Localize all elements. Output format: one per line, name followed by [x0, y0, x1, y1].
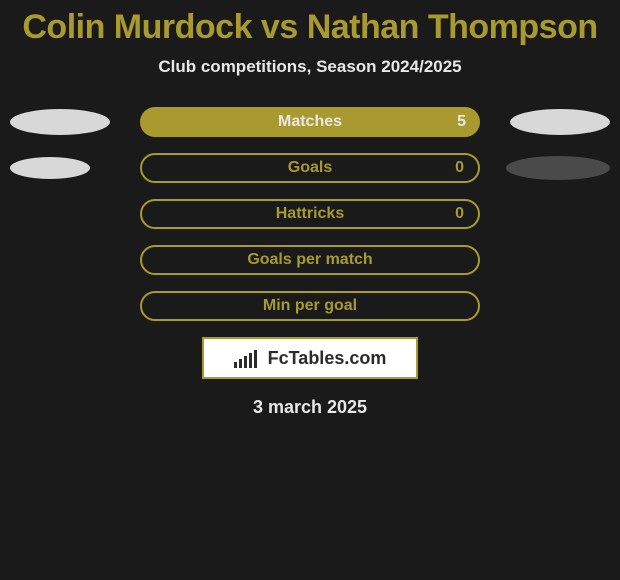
stat-bar-gpm: Goals per match	[140, 245, 480, 275]
stat-bar-goals: Goals 0	[140, 153, 480, 183]
stat-label: Hattricks	[276, 205, 344, 223]
stat-row-goals: Goals 0	[0, 153, 620, 183]
stat-row-mpg: Min per goal	[0, 291, 620, 321]
stat-row-matches: Matches 5	[0, 107, 620, 137]
ellipse-left-1	[10, 157, 90, 179]
brand-bar	[244, 356, 247, 368]
page-title: Colin Murdock vs Nathan Thompson	[0, 0, 620, 47]
ellipse-left-0	[10, 109, 110, 135]
stat-row-gpm: Goals per match	[0, 245, 620, 275]
subtitle: Club competitions, Season 2024/2025	[0, 57, 620, 77]
brand-bar	[249, 353, 252, 368]
ellipse-right-1	[506, 156, 610, 180]
stat-value: 0	[455, 205, 464, 223]
brand-bar	[254, 350, 257, 368]
footer-date: 3 march 2025	[0, 397, 620, 418]
brand-bar	[239, 359, 242, 368]
chart-icon	[234, 348, 262, 368]
stat-bar-mpg: Min per goal	[140, 291, 480, 321]
stat-label: Min per goal	[263, 297, 357, 315]
stats-area: Matches 5 Goals 0 Hattricks 0 Goals per …	[0, 107, 620, 321]
stat-label: Goals per match	[247, 251, 372, 269]
branding-box: FcTables.com	[202, 337, 418, 379]
stat-value: 5	[457, 113, 466, 131]
stat-bar-matches: Matches 5	[140, 107, 480, 137]
stat-value: 0	[455, 159, 464, 177]
stat-label: Goals	[288, 159, 332, 177]
stat-bar-hattricks: Hattricks 0	[140, 199, 480, 229]
stat-row-hattricks: Hattricks 0	[0, 199, 620, 229]
stat-label: Matches	[278, 113, 342, 131]
brand-text: FcTables.com	[268, 348, 387, 369]
ellipse-right-0	[510, 109, 610, 135]
comparison-card: Colin Murdock vs Nathan Thompson Club co…	[0, 0, 620, 580]
brand-bar	[234, 362, 237, 368]
